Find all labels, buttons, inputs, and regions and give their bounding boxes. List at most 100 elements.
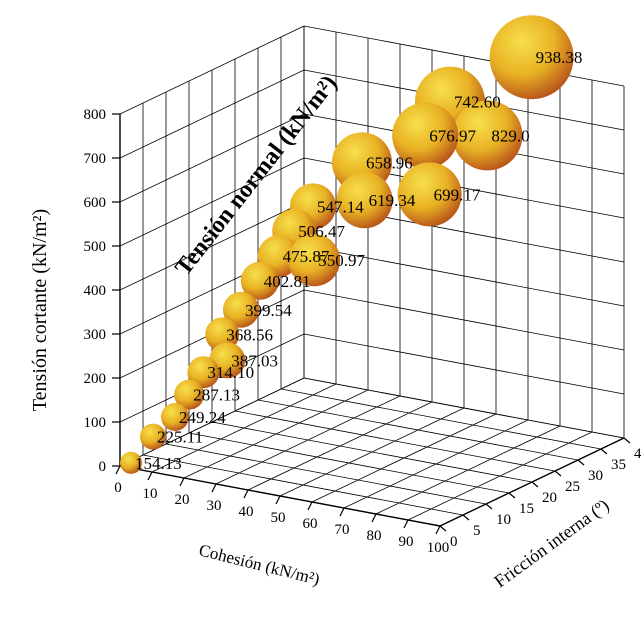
z-tick-label: 300 <box>84 327 107 343</box>
bubble-data-label: 550.97 <box>318 251 365 270</box>
bubble-data-label: 699.17 <box>434 185 481 204</box>
back-wall-grid-z <box>303 333 625 395</box>
left-wall-grid-z <box>119 25 305 115</box>
z-axis-title: Tensión cortante (kN/m²) <box>29 209 51 411</box>
x-tick-mark <box>435 525 441 535</box>
z-tick-label: 200 <box>84 371 107 387</box>
x-tick-mark <box>371 513 377 523</box>
bubble-data-label: 314.10 <box>207 363 254 382</box>
y-tick-mark <box>462 514 470 521</box>
z-tick-labels: 0 100 200 300 400 500 600 700 800 <box>84 107 120 475</box>
bubble-data-label: 475.87 <box>283 247 330 266</box>
left-wall-grid-z <box>119 201 305 291</box>
bubble-data-label: 938.38 <box>536 48 583 67</box>
x-tick-mark <box>211 483 217 493</box>
x-tick-labels: 0 10 20 30 40 50 60 70 80 90 100 <box>114 465 450 556</box>
y-tick-label: 5 <box>473 523 481 539</box>
y-tick-mark <box>508 492 516 499</box>
left-wall-grid-z <box>119 69 305 159</box>
x-tick-label: 50 <box>271 510 286 526</box>
bubble <box>161 403 189 431</box>
y-tick-mark <box>554 470 562 477</box>
x-tick-mark <box>115 465 121 475</box>
bubble-data-label: 658.96 <box>366 153 413 172</box>
floor-grid-y <box>280 388 602 450</box>
x-tick-mark <box>243 489 249 499</box>
floor-grid-y <box>188 432 510 494</box>
bubble-data-label: 676.97 <box>429 127 476 146</box>
left-wall-grid-z <box>119 377 305 467</box>
y-tick-label: 40 <box>634 446 641 462</box>
bubble-data-label: 547.14 <box>317 197 364 216</box>
x-tick-label: 10 <box>143 486 158 502</box>
floor-grid-y <box>211 421 533 483</box>
bubble <box>174 379 205 410</box>
x-tick-label: 40 <box>239 504 254 520</box>
y-tick-mark <box>439 525 447 532</box>
bubble <box>240 261 279 300</box>
bubble-data-label: 249.24 <box>179 408 226 427</box>
bubble-data-label: 399.54 <box>245 301 292 320</box>
bubble <box>336 172 393 229</box>
y-tick-mark <box>577 459 585 466</box>
bubble <box>392 102 459 169</box>
z-tick-label: 100 <box>84 415 107 431</box>
z-tick-label: 600 <box>84 195 107 211</box>
x-tick-label: 70 <box>335 522 350 538</box>
bubble <box>187 356 220 389</box>
y-tick-label: 35 <box>611 457 626 473</box>
floor-grid-y <box>165 443 487 505</box>
x-tick-label: 0 <box>114 480 122 496</box>
bubbles <box>120 15 574 474</box>
floor-grid-y <box>142 454 464 516</box>
left-wall-grid-z <box>119 113 305 203</box>
bubble-data-label: 368.56 <box>226 325 273 344</box>
z-tick-label: 0 <box>99 459 107 475</box>
back-wall-grid-z <box>303 289 625 351</box>
floor-grid-y <box>234 410 556 472</box>
x-tick-mark <box>275 495 281 505</box>
bubble-data-label: 402.81 <box>264 272 311 291</box>
y-tick-label: 10 <box>496 512 511 528</box>
y-tick-label: 30 <box>588 468 603 484</box>
x-tick-label: 100 <box>427 540 450 556</box>
y-tick-label: 20 <box>542 490 557 506</box>
y-tick-mark <box>531 481 539 488</box>
x-tick-mark <box>147 471 153 481</box>
y-tick-label: 0 <box>450 534 458 550</box>
x-tick-label: 60 <box>303 516 318 532</box>
bubble <box>397 162 462 227</box>
left-wall-grid-z <box>119 157 305 247</box>
z-tick-label: 500 <box>84 239 107 255</box>
bubble-data-label: 387.03 <box>231 351 278 370</box>
y-tick-mark <box>600 448 608 455</box>
bubble-data-label: 154.13 <box>135 454 182 473</box>
bubble <box>120 451 142 474</box>
bubble-data-label: 287.13 <box>193 386 240 405</box>
z-tick-label: 800 <box>84 107 107 123</box>
y-tick-mark <box>485 503 493 510</box>
bubble <box>288 234 341 287</box>
grid-lines <box>119 25 625 527</box>
y-tick-mark <box>623 437 631 444</box>
x-tick-mark <box>339 507 345 517</box>
bubble-data-label: 619.34 <box>369 191 416 210</box>
back-wall-grid-z <box>303 377 625 439</box>
x-tick-label: 30 <box>207 498 222 514</box>
back-wall-grid-z <box>303 245 625 307</box>
x-tick-label: 20 <box>175 492 190 508</box>
z-tick-label: 700 <box>84 151 107 167</box>
y-tick-label: 25 <box>565 479 580 495</box>
bubble-data-label: 506.47 <box>298 222 345 241</box>
bubble-data-label: 742.60 <box>454 93 501 112</box>
y-axis-title: Fricción interna (º) <box>490 495 613 592</box>
bubble-data-label: 225.11 <box>157 428 203 447</box>
bubble-data-label: 829.0 <box>491 126 529 145</box>
x-tick-mark <box>179 477 185 487</box>
bubble <box>489 15 574 100</box>
x-tick-mark <box>403 519 409 529</box>
bubble <box>140 423 166 450</box>
x-axis-title: Cohesión (kN/m²) <box>197 540 322 588</box>
